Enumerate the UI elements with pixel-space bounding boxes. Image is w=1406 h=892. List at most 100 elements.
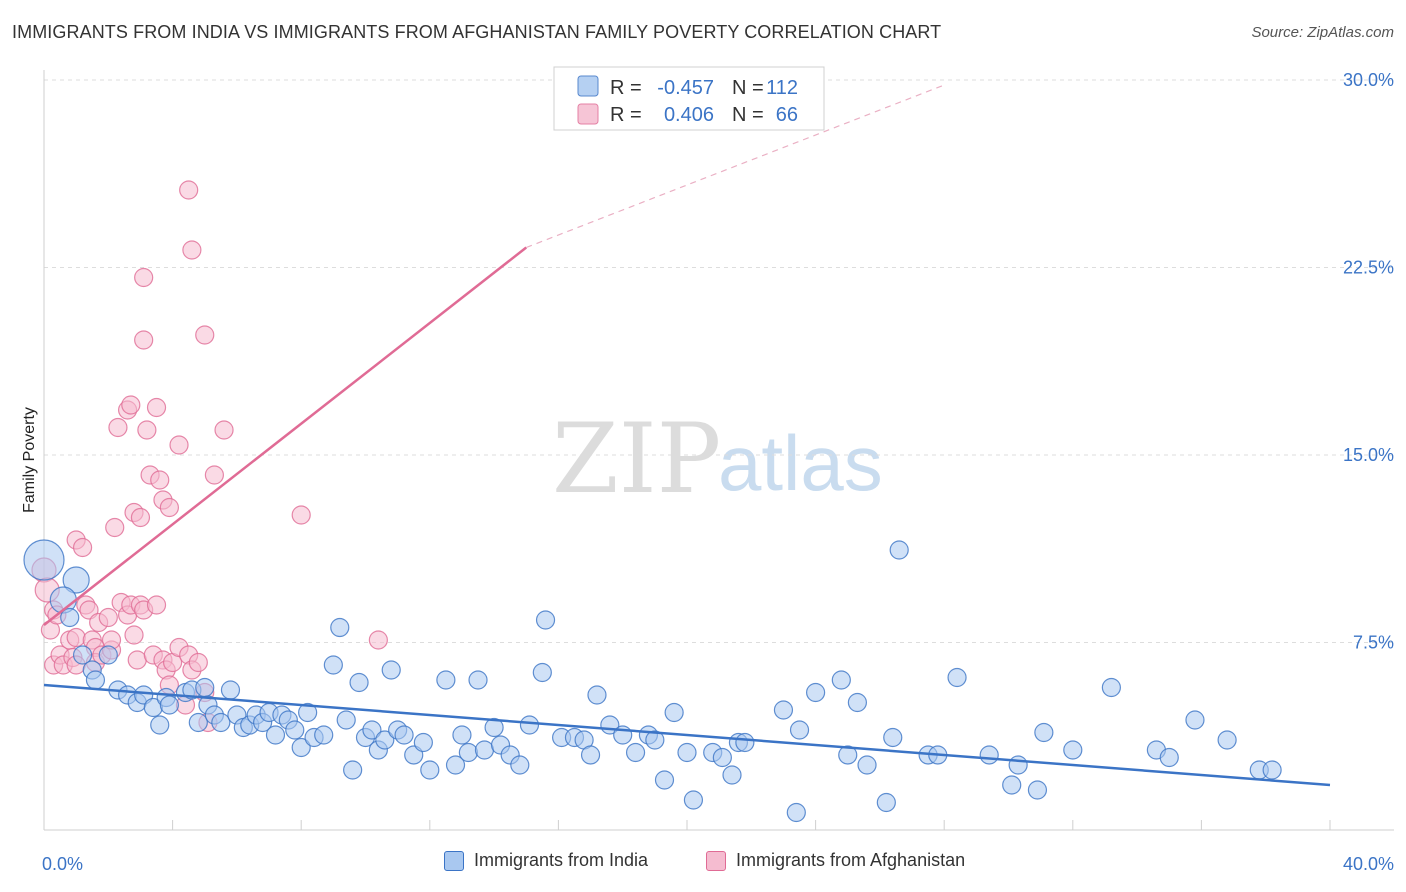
afghanistan-point-21 bbox=[98, 607, 118, 628]
trend-line-afghanistan-extension bbox=[526, 84, 945, 249]
afghanistan-point-27 bbox=[124, 625, 144, 645]
india-point-54 bbox=[445, 755, 466, 775]
india-point-103 bbox=[1034, 722, 1054, 743]
trend-line-india bbox=[43, 683, 1331, 787]
chart-title: IMMIGRANTS FROM INDIA VS IMMIGRANTS FROM… bbox=[12, 22, 942, 42]
afghanistan-point-53 bbox=[146, 397, 167, 418]
india-point-73 bbox=[625, 742, 646, 763]
india-point-98 bbox=[947, 667, 967, 688]
legend-swatch-afghanistan-bottom bbox=[706, 850, 726, 871]
afghanistan-point-54 bbox=[150, 470, 170, 490]
india-point-78 bbox=[677, 742, 697, 763]
india-point-92 bbox=[857, 755, 877, 775]
india-point-7 bbox=[85, 670, 106, 690]
india-point-91 bbox=[847, 692, 867, 713]
afghanistan-point-60 bbox=[195, 325, 215, 345]
stats-legend: R = -0.457 N = 112 R = 0.406 N = 66 bbox=[553, 66, 825, 131]
y-tick-label-3: 30.0% bbox=[1343, 70, 1394, 90]
legend-n-label-afghanistan: N = bbox=[732, 104, 764, 126]
afghanistan-point-62 bbox=[214, 420, 234, 440]
india-point-89 bbox=[831, 670, 851, 690]
india-point-33 bbox=[285, 720, 305, 740]
india-point-42 bbox=[349, 672, 369, 693]
india-point-76 bbox=[654, 770, 675, 790]
india-point-95 bbox=[889, 540, 909, 560]
india-point-19 bbox=[195, 677, 215, 698]
india-point-44 bbox=[362, 720, 382, 740]
legend-item-india[interactable]: Immigrants from India bbox=[444, 850, 648, 871]
x-axis-ticks bbox=[43, 820, 1331, 830]
india-point-57 bbox=[468, 670, 488, 690]
india-point-79 bbox=[683, 790, 704, 810]
india-point-105 bbox=[1101, 677, 1121, 698]
y-tick-label-0: 7.5% bbox=[1353, 633, 1394, 653]
india-point-70 bbox=[587, 685, 607, 705]
afghanistan-point-58 bbox=[179, 180, 199, 200]
india-point-37 bbox=[314, 725, 334, 745]
india-point-88 bbox=[805, 682, 826, 703]
india-point-62 bbox=[510, 755, 530, 775]
series-legend: Immigrants from India Immigrants from Af… bbox=[0, 850, 1406, 878]
afghanistan-point-47 bbox=[121, 395, 141, 415]
india-point-49 bbox=[394, 725, 414, 745]
india-point-109 bbox=[1217, 730, 1237, 750]
legend-r-value-afghanistan: 0.406 bbox=[664, 104, 714, 126]
afghanistan-point-13 bbox=[72, 537, 93, 558]
india-point-47 bbox=[381, 660, 401, 680]
afghanistan-point-65 bbox=[368, 630, 388, 650]
afghanistan-point-28 bbox=[127, 650, 147, 670]
india-point-64 bbox=[532, 662, 552, 683]
india-point-0 bbox=[23, 539, 65, 581]
y-tick-labels: 7.5% 15.0% 22.5% 30.0% bbox=[1343, 70, 1394, 653]
india-point-82 bbox=[722, 765, 742, 785]
india-point-22 bbox=[211, 712, 231, 733]
y-tick-label-1: 15.0% bbox=[1343, 445, 1394, 465]
afghanistan-point-49 bbox=[130, 507, 151, 528]
india-point-93 bbox=[876, 792, 896, 813]
india-point-85 bbox=[773, 700, 794, 720]
india-point-40 bbox=[336, 710, 356, 730]
afghanistan-point-56 bbox=[159, 497, 179, 518]
india-point-77 bbox=[664, 702, 684, 723]
legend-n-value-india: 112 bbox=[766, 77, 798, 99]
india-point-51 bbox=[413, 732, 433, 753]
trend-line-afghanistan bbox=[43, 246, 528, 626]
india-point-35 bbox=[298, 702, 318, 723]
india-point-1 bbox=[62, 566, 90, 594]
india-point-102 bbox=[1027, 780, 1048, 800]
afghanistan-point-10 bbox=[66, 627, 86, 648]
india-point-100 bbox=[1002, 775, 1022, 795]
india-point-59 bbox=[484, 717, 504, 738]
india-point-39 bbox=[330, 617, 350, 638]
india-point-46 bbox=[375, 730, 395, 750]
legend-r-label-india: R = bbox=[610, 77, 642, 99]
india-point-107 bbox=[1159, 747, 1179, 768]
afghanistan-point-57 bbox=[169, 435, 189, 455]
india-point-75 bbox=[645, 730, 665, 750]
india-point-65 bbox=[535, 610, 556, 630]
y-tick-label-2: 22.5% bbox=[1343, 258, 1394, 278]
india-point-81 bbox=[712, 747, 732, 768]
legend-swatch-india-bottom bbox=[444, 850, 464, 871]
india-point-87 bbox=[789, 720, 810, 740]
india-point-58 bbox=[474, 740, 495, 760]
india-point-104 bbox=[1063, 740, 1083, 760]
india-point-18 bbox=[188, 712, 208, 733]
afghanistan-point-59 bbox=[182, 240, 202, 260]
watermark-zip: ZIP bbox=[552, 403, 721, 515]
india-point-4 bbox=[72, 645, 93, 665]
legend-r-label-afghanistan: R = bbox=[610, 104, 642, 126]
afghanistan-point-45 bbox=[108, 417, 128, 438]
afghanistan-point-41 bbox=[188, 652, 208, 673]
afghanistan-point-63 bbox=[134, 267, 154, 288]
india-point-3 bbox=[60, 607, 80, 628]
india-point-52 bbox=[420, 760, 440, 780]
india-point-30 bbox=[265, 725, 286, 745]
legend-item-afghanistan[interactable]: Immigrants from Afghanistan bbox=[706, 850, 965, 871]
afghanistan-point-32 bbox=[146, 595, 167, 615]
legend-swatch-afghanistan bbox=[577, 103, 599, 125]
india-point-111 bbox=[1262, 760, 1282, 780]
y-axis-label: Family Poverty bbox=[21, 407, 38, 513]
x-tick-label-40: 40.0% bbox=[1343, 854, 1394, 874]
